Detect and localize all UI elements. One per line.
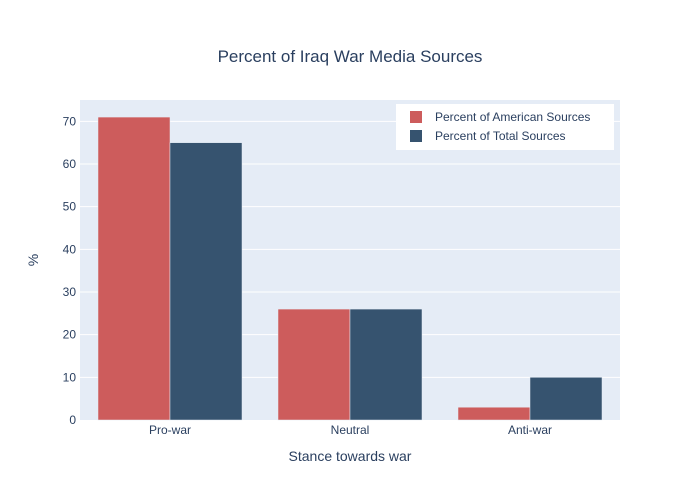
legend[interactable]: Percent of American Sources Percent of To… [396,104,614,150]
legend-label: Percent of American Sources [435,110,590,124]
y-tick-label: 40 [63,242,77,256]
bar-total-sources[interactable] [169,142,243,421]
chart-title: Percent of Iraq War Media Sources [218,47,483,66]
y-tick-label: 0 [69,413,76,427]
legend-background [396,104,614,150]
y-axis-ticks: 0 10 20 30 40 50 60 70 [63,114,77,427]
bar-total-sources[interactable] [529,377,603,421]
y-tick-label: 50 [63,200,77,214]
legend-items[interactable]: Percent of American Sources Percent of To… [410,110,590,143]
bar-total-sources[interactable] [349,308,423,421]
y-tick-label: 30 [63,285,77,299]
legend-item[interactable]: Percent of Total Sources [410,129,566,143]
y-tick-label: 10 [63,370,77,384]
bar-american-sources[interactable] [277,308,351,421]
bars [97,116,603,421]
y-axis-title: % [25,254,41,266]
bar-american-sources[interactable] [457,406,531,421]
y-tick-label: 60 [63,157,77,171]
bar-american-sources[interactable] [97,116,171,421]
y-tick-label: 70 [63,114,77,128]
x-axis-ticks: Pro-war Neutral Anti-war [149,423,552,437]
x-tick-label: Anti-war [508,423,552,437]
x-tick-label: Neutral [331,423,370,437]
x-axis-title: Stance towards war [289,448,412,464]
legend-swatch [410,130,422,142]
legend-swatch [410,111,422,123]
y-tick-label: 20 [63,328,77,342]
legend-label: Percent of Total Sources [435,129,566,143]
x-tick-label: Pro-war [149,423,191,437]
legend-item[interactable]: Percent of American Sources [410,110,590,124]
